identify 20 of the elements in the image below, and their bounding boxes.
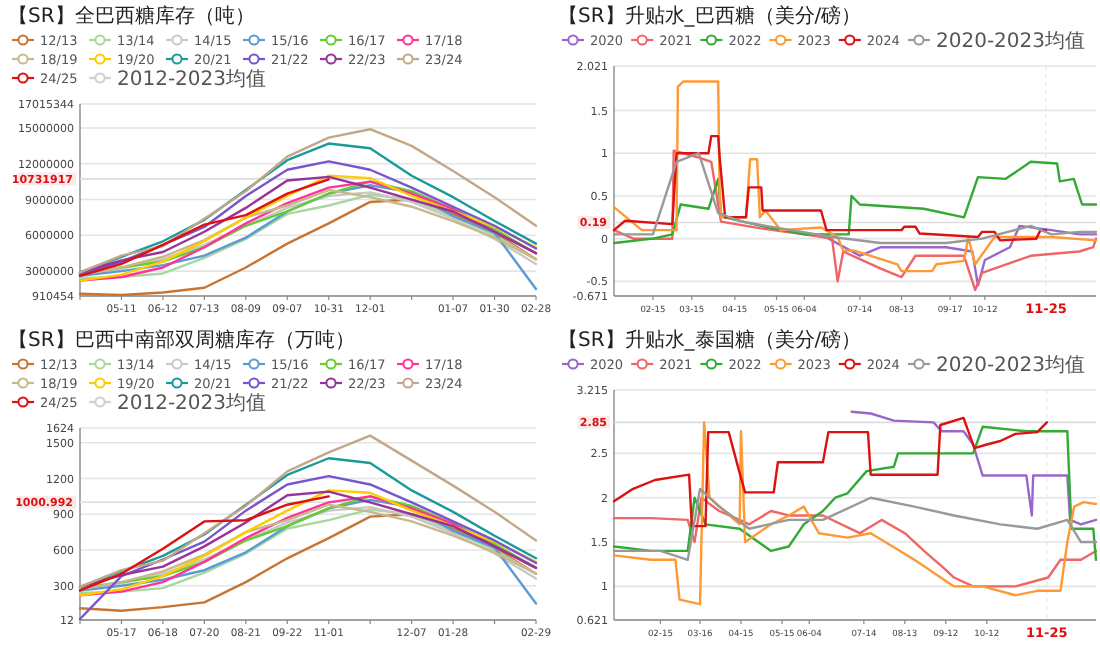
chart-title: 【SR】升贴水_泰国糖（美分/磅） (558, 328, 862, 352)
line-series (78, 495, 330, 592)
legend-label: 2020-2023均值 (936, 353, 1086, 377)
legend-label: 2012-2023均值 (117, 391, 267, 415)
line-series (78, 178, 330, 278)
line-series (850, 410, 1098, 526)
line-series (612, 416, 1049, 528)
chart-title: 【SR】升贴水_巴西糖（美分/磅） (558, 4, 862, 28)
line-series (612, 134, 1048, 242)
chart-title: 【SR】全巴西糖库存（吨） (8, 4, 255, 28)
line-series (612, 496, 1098, 588)
legend-label: 2012-2023均值 (117, 67, 267, 91)
line-series (612, 425, 1098, 561)
line-series (78, 513, 538, 612)
chart-title: 【SR】巴西中南部双周糖库存（万吨） (8, 328, 355, 352)
line-series (612, 80, 1098, 273)
line-series (612, 487, 1098, 561)
legend-label: 2020-2023均值 (936, 29, 1086, 53)
line-series (612, 421, 1098, 606)
line-series (612, 149, 1098, 292)
